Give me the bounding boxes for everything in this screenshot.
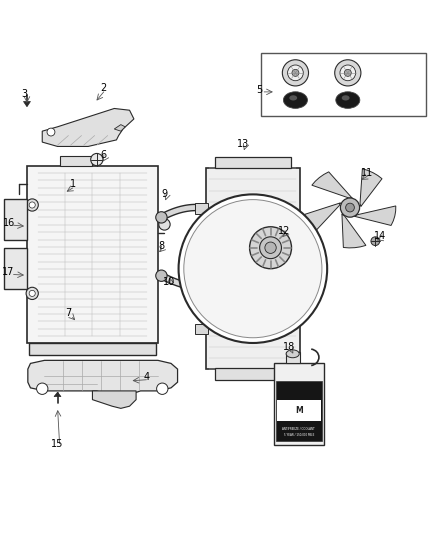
Bar	[29, 343, 156, 355]
Bar	[4, 199, 27, 240]
Circle shape	[288, 65, 303, 80]
Circle shape	[344, 69, 351, 76]
Circle shape	[260, 237, 282, 259]
Text: 5: 5	[256, 85, 262, 95]
Circle shape	[91, 154, 103, 166]
Circle shape	[340, 198, 360, 217]
Polygon shape	[42, 109, 134, 147]
Circle shape	[26, 199, 38, 211]
Circle shape	[157, 383, 168, 394]
Text: M: M	[295, 406, 303, 415]
Text: 6: 6	[100, 150, 106, 160]
Text: 18: 18	[283, 342, 295, 352]
Text: 7: 7	[65, 308, 71, 318]
Polygon shape	[354, 206, 396, 225]
Text: 14: 14	[374, 231, 387, 241]
Polygon shape	[24, 101, 31, 107]
Polygon shape	[114, 125, 125, 131]
Bar	[286, 352, 300, 362]
Polygon shape	[54, 392, 61, 397]
Text: 10: 10	[162, 277, 175, 287]
Circle shape	[36, 383, 48, 394]
Circle shape	[371, 237, 380, 246]
Circle shape	[47, 128, 55, 136]
Circle shape	[283, 60, 308, 86]
Circle shape	[340, 65, 356, 80]
Text: ANTIFREEZE / COOLANT: ANTIFREEZE / COOLANT	[283, 427, 315, 431]
Circle shape	[292, 69, 299, 76]
Text: 9: 9	[162, 189, 167, 199]
Circle shape	[29, 202, 35, 208]
Ellipse shape	[283, 92, 307, 108]
Text: 5 YEAR / 150,000 MILE: 5 YEAR / 150,000 MILE	[283, 433, 314, 437]
Circle shape	[265, 242, 276, 253]
Circle shape	[346, 203, 354, 212]
Text: 17: 17	[3, 267, 15, 277]
Circle shape	[335, 60, 361, 86]
Polygon shape	[92, 391, 136, 408]
Polygon shape	[360, 169, 382, 206]
Bar	[206, 168, 300, 369]
Text: 15: 15	[51, 439, 64, 449]
Polygon shape	[28, 360, 177, 400]
Circle shape	[156, 212, 167, 223]
Circle shape	[184, 200, 322, 338]
Polygon shape	[342, 214, 366, 248]
Ellipse shape	[336, 92, 360, 108]
Polygon shape	[312, 172, 352, 198]
Text: 3: 3	[22, 89, 28, 99]
Bar	[195, 203, 208, 214]
Bar	[27, 166, 158, 343]
Text: 13: 13	[237, 139, 249, 149]
Circle shape	[179, 195, 327, 343]
Text: 4: 4	[144, 373, 150, 382]
Bar	[277, 400, 321, 421]
Text: 11: 11	[361, 168, 374, 177]
Bar	[195, 324, 208, 334]
Circle shape	[250, 227, 292, 269]
Text: 1: 1	[70, 180, 76, 189]
Circle shape	[26, 287, 38, 300]
Bar	[261, 53, 426, 116]
Text: 8: 8	[159, 240, 165, 251]
Bar	[276, 382, 321, 441]
Polygon shape	[305, 203, 340, 232]
Ellipse shape	[286, 350, 299, 358]
Ellipse shape	[342, 95, 350, 101]
Circle shape	[159, 219, 170, 230]
Text: 2: 2	[100, 83, 106, 93]
Circle shape	[156, 270, 167, 281]
Bar	[215, 368, 291, 380]
Text: 16: 16	[3, 218, 15, 228]
Circle shape	[209, 279, 220, 290]
Ellipse shape	[290, 95, 297, 101]
Bar	[274, 362, 324, 446]
Bar	[215, 157, 291, 168]
Circle shape	[29, 290, 35, 296]
Text: 12: 12	[278, 225, 291, 236]
Bar	[4, 248, 27, 289]
Bar	[60, 157, 92, 166]
Circle shape	[211, 206, 223, 217]
